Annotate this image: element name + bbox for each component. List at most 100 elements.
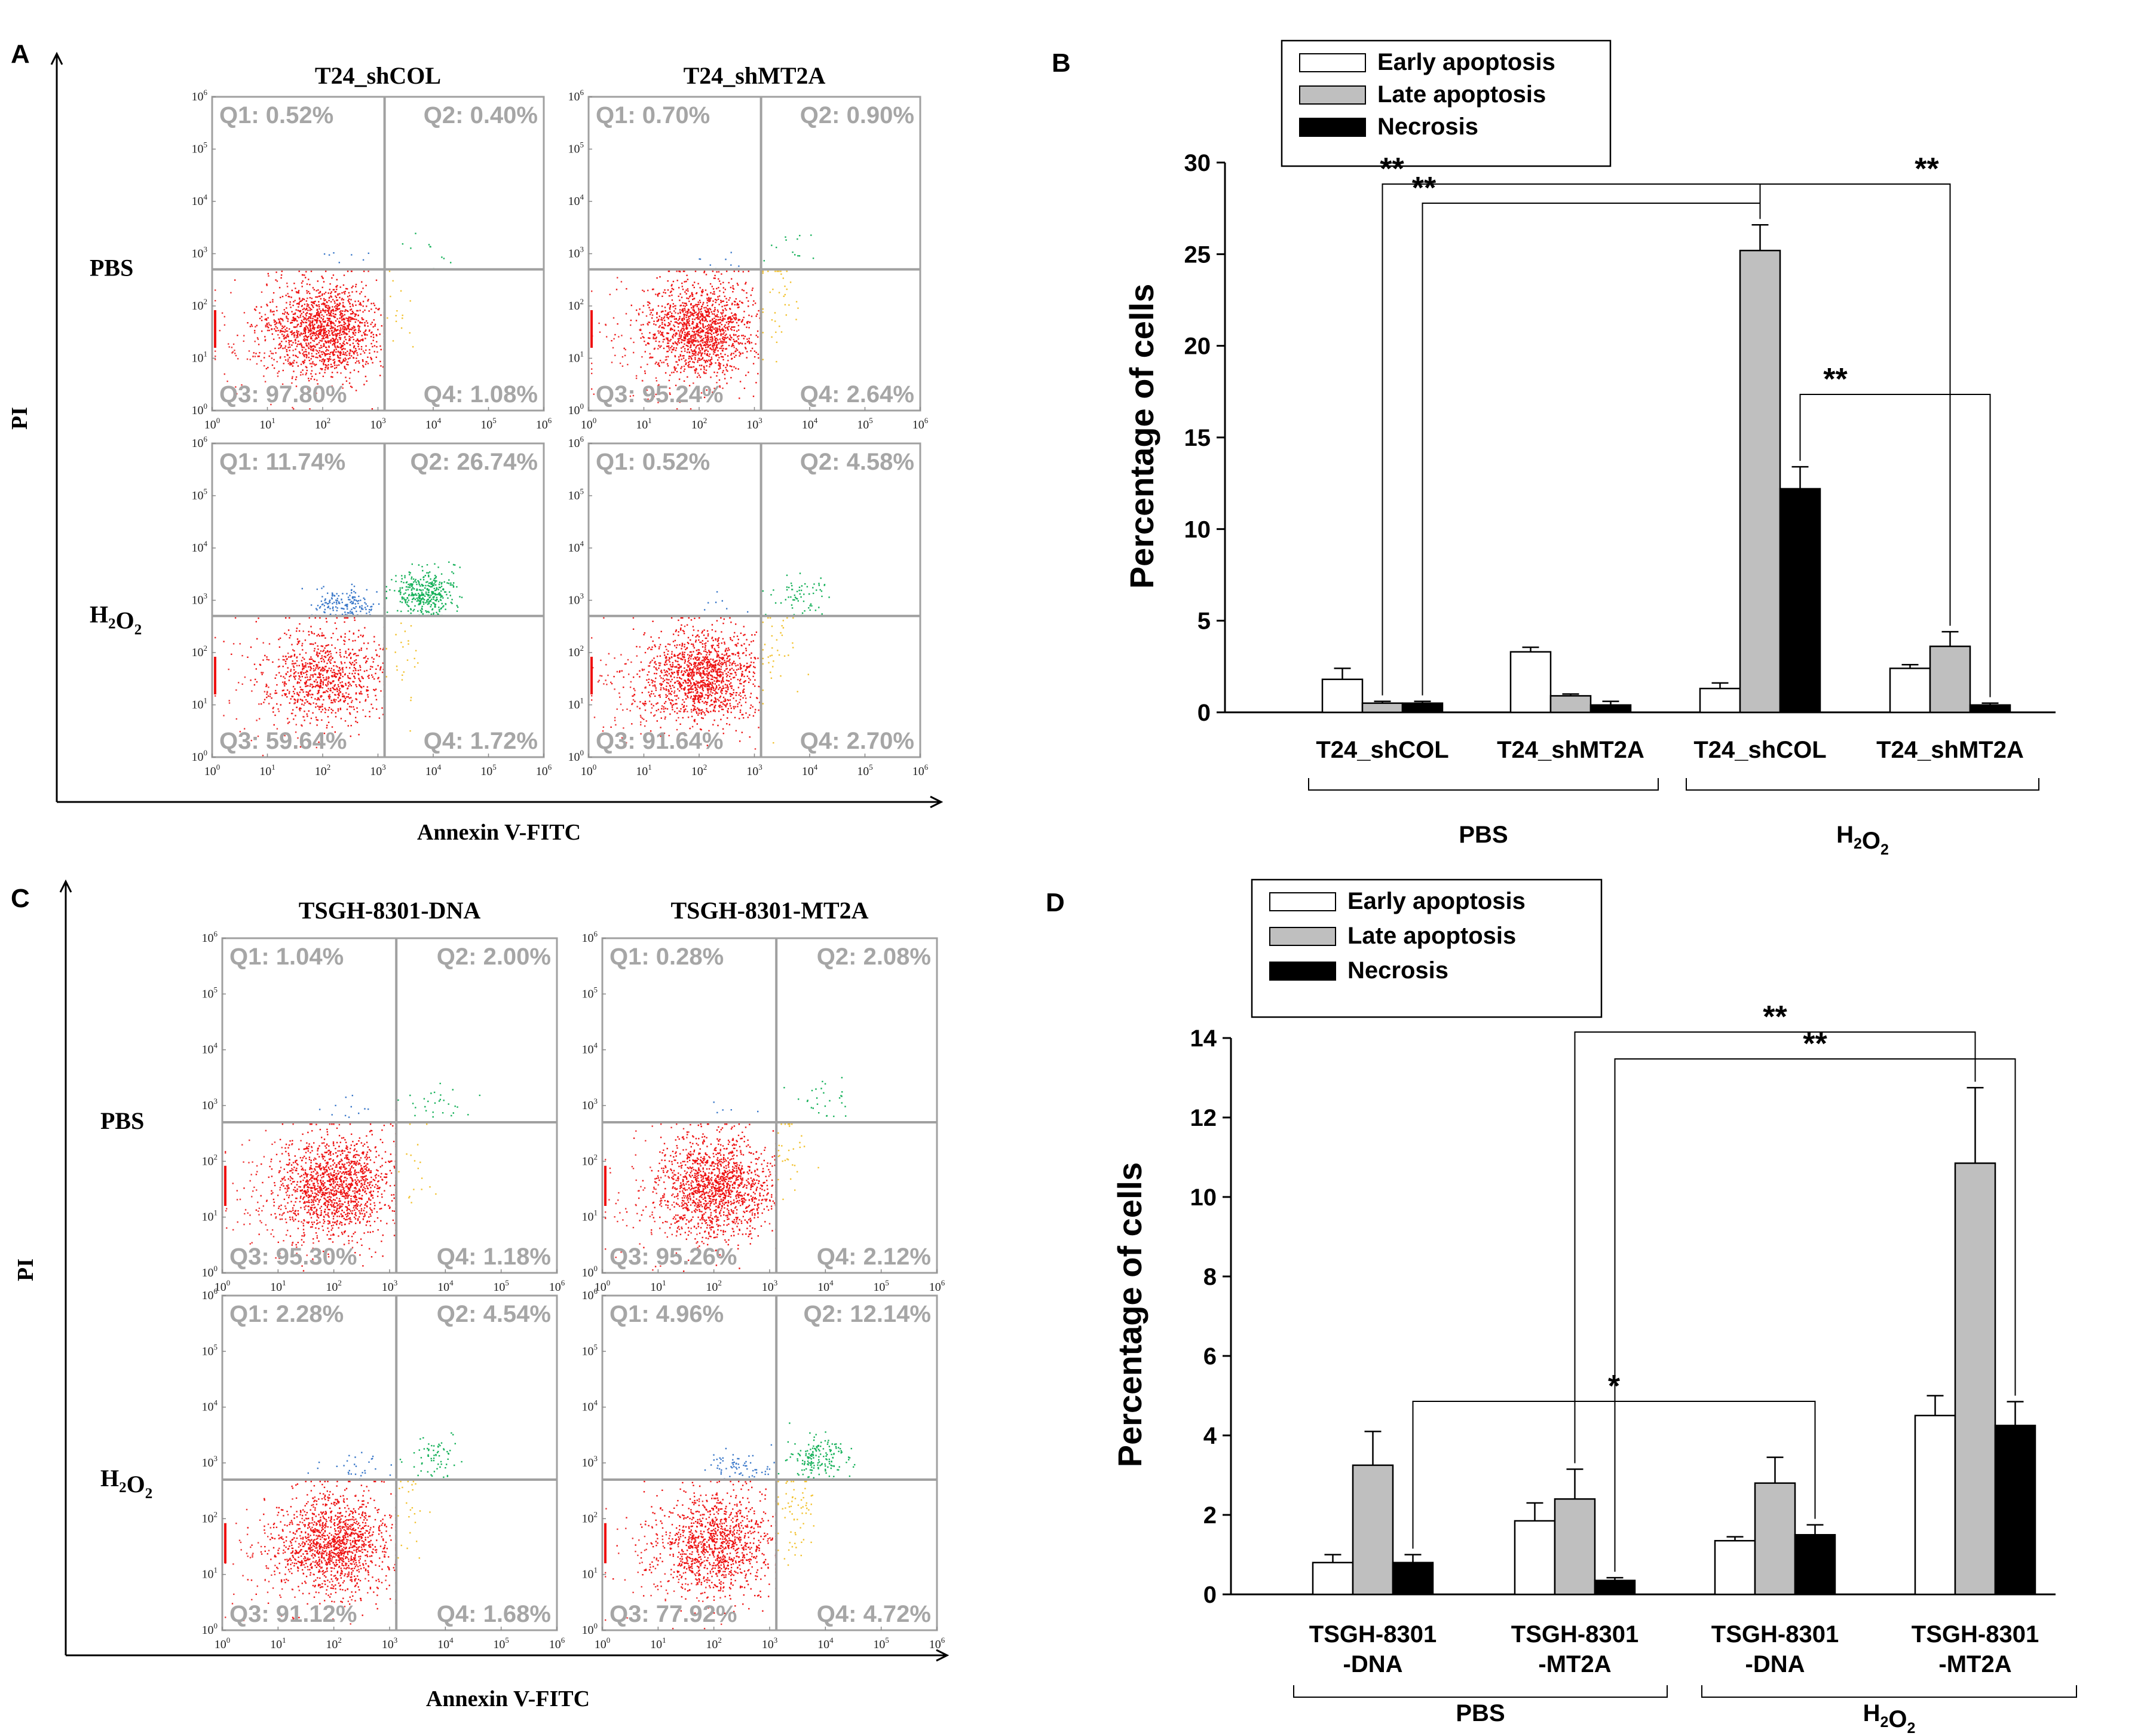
q1-label: Q1: 0.70%: [596, 102, 710, 128]
legend-label: Necrosis: [1347, 957, 1448, 984]
x-axis-title: Annexin V-FITC: [426, 1686, 590, 1711]
x-tick-label: 102: [706, 1278, 722, 1294]
plot-frame: [211, 442, 545, 758]
category-label: -MT2A: [1538, 1651, 1611, 1677]
group-bracket: [1701, 1685, 2077, 1698]
bar-y-tick-label: 14: [1190, 1025, 1217, 1052]
flow-plot: 100 101 102 103 104 105 106 100 101 102 103 104 105 1…: [582, 1287, 945, 1651]
y-tick-label: 104: [568, 192, 584, 208]
x-axis-title: Annexin V-FITC: [417, 820, 581, 845]
edge-events: [604, 1165, 607, 1206]
q1-label: Q1: 1.04%: [229, 944, 344, 970]
legend: Early apoptosis Late apoptosis Necrosis: [1281, 39, 1612, 167]
x-tick-label: 106: [929, 1278, 945, 1294]
y-tick-label: 105: [192, 140, 208, 156]
group-bracket: [1293, 1685, 1668, 1698]
x-tick-label: 106: [536, 763, 552, 778]
q4-label: Q4: 2.70%: [800, 728, 914, 754]
y-tick-label: 104: [582, 1398, 598, 1414]
q3-label: Q3: 97.80%: [219, 381, 347, 408]
y-tick-label: 105: [192, 487, 208, 503]
y-tick-label: 103: [582, 1454, 598, 1469]
legend-label: Early apoptosis: [1377, 49, 1555, 75]
category-label: TSGH-8301: [1711, 1621, 1839, 1648]
x-tick-label: 106: [549, 1636, 565, 1651]
significance-bracket: [1799, 394, 1991, 697]
bar: [1594, 1579, 1636, 1596]
bar: [1352, 1464, 1394, 1596]
bar: [1312, 1562, 1354, 1596]
bar: [1589, 704, 1632, 714]
bar-y-tick-label: 2: [1203, 1502, 1217, 1529]
significance-bracket: [1412, 1401, 1816, 1549]
group-bracket: [1308, 778, 1659, 791]
significance-label: **: [1412, 171, 1437, 206]
bar-y-tick-label: 15: [1184, 425, 1211, 451]
group-label: H2O2: [1836, 822, 1889, 858]
y-tick-label: 102: [582, 1152, 598, 1168]
row-title: H2O2: [100, 1465, 152, 1502]
panel-label-A: A: [11, 39, 30, 69]
q4-label: Q4: 1.72%: [424, 728, 538, 754]
bar-y-tick-label: 20: [1184, 333, 1211, 360]
edge-events: [224, 1523, 226, 1563]
y-tick-label: 104: [192, 539, 208, 555]
x-tick-label: 101: [270, 1636, 286, 1651]
x-tick-label: 103: [746, 416, 762, 431]
x-tick-label: 103: [746, 763, 762, 778]
y-axis-title: PI: [7, 407, 32, 430]
group-label: PBS: [1456, 1700, 1505, 1726]
edge-events: [214, 657, 216, 694]
x-tick-label: 103: [370, 763, 386, 778]
y-tick-label: 103: [192, 245, 208, 261]
q4-label: Q4: 1.68%: [437, 1601, 551, 1627]
bar-y-axis-title: Percentage of cells: [1111, 1162, 1148, 1467]
significance-bracket: [1574, 1031, 1976, 1463]
bar: [1794, 1534, 1836, 1596]
bar: [1509, 651, 1552, 714]
q3-points: [626, 1123, 777, 1272]
legend-swatch: [1269, 962, 1336, 981]
bar-y-tick-label: 5: [1197, 608, 1211, 635]
q1-points: [704, 591, 749, 613]
row-title: PBS: [100, 1107, 144, 1134]
y-axis-arrow: [50, 51, 63, 65]
bar: [1554, 1498, 1596, 1596]
legend-label: Late apoptosis: [1377, 81, 1546, 108]
flow-panel-C: C PI Annexin V-FITC TSGH-8301-DNA TSGH-8301-…: [11, 879, 950, 1711]
y-tick-label: 102: [568, 644, 584, 659]
x-tick-label: 105: [493, 1636, 509, 1651]
y-tick-label: 106: [568, 88, 584, 103]
bar: [1969, 704, 2011, 714]
q4-label: Q4: 2.12%: [817, 1244, 931, 1270]
bar: [1401, 702, 1444, 714]
q4-label: Q4: 1.18%: [437, 1244, 551, 1270]
q1-label: Q1: 4.96%: [609, 1301, 724, 1327]
flow-plot: 100 101 102 103 104 105 106 100 101 102 103 104 105 1…: [568, 434, 929, 778]
y-tick-label: 100: [192, 402, 208, 417]
x-tick-label: 105: [857, 416, 873, 431]
y-tick-label: 103: [192, 592, 208, 607]
category-label: T24_shCOL: [1693, 737, 1826, 763]
q1-label: Q1: 0.52%: [219, 102, 333, 128]
x-tick-label: 104: [817, 1636, 834, 1651]
significance-bracket: [1614, 1058, 2016, 1572]
x-tick-label: 101: [259, 763, 275, 778]
x-tick-label: 100: [581, 763, 597, 778]
panel-label-D: D: [1046, 888, 1065, 917]
q3-label: Q3: 95.30%: [229, 1244, 357, 1270]
x-tick-label: 105: [480, 763, 497, 778]
x-tick-label: 100: [215, 1636, 231, 1651]
significance-label: *: [1608, 1369, 1621, 1404]
bar-y-tick-label: 0: [1197, 700, 1211, 726]
group-label: PBS: [1459, 822, 1508, 848]
y-tick-label: 103: [202, 1454, 218, 1469]
x-tick-label: 101: [270, 1278, 286, 1294]
plot-frame: [221, 937, 558, 1274]
legend-label: Necrosis: [1377, 114, 1478, 140]
x-tick-label: 100: [204, 416, 220, 431]
x-tick-label: 104: [802, 416, 818, 431]
scatter-points: [225, 1432, 463, 1625]
bar: [1954, 1162, 1996, 1596]
category-label: -MT2A: [1938, 1651, 2011, 1677]
